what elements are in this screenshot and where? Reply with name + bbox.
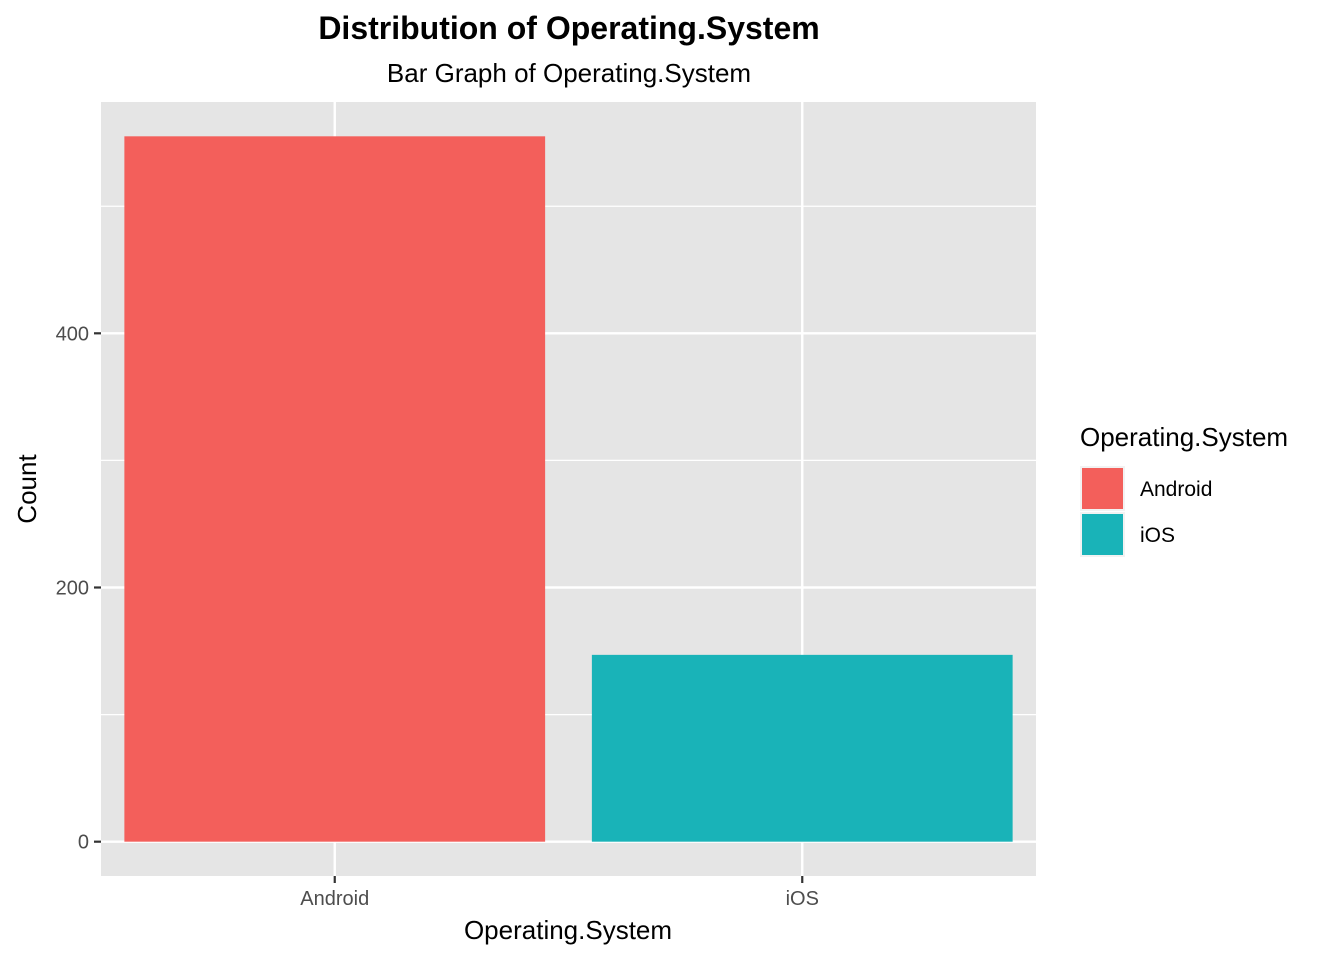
- y-axis: 0 200 400: [56, 323, 101, 854]
- x-tick-label: Android: [300, 888, 369, 910]
- legend-label-ios: iOS: [1140, 524, 1175, 547]
- y-axis-title: Count: [12, 454, 42, 524]
- bar-ios: [591, 654, 1013, 842]
- legend-swatch-ios: [1082, 514, 1123, 555]
- bars: [124, 136, 1013, 842]
- x-axis: Android iOS: [300, 876, 819, 910]
- chart-title: Distribution of Operating.System: [318, 10, 819, 46]
- legend-items: Android iOS: [1080, 466, 1212, 557]
- legend-label-android: Android: [1140, 478, 1212, 501]
- y-tick-label: 0: [78, 832, 89, 854]
- x-axis-title: Operating.System: [464, 915, 672, 945]
- x-tick-label: iOS: [786, 888, 819, 910]
- legend: Operating.System Android iOS: [1080, 422, 1288, 557]
- chart-subtitle: Bar Graph of Operating.System: [387, 58, 751, 88]
- legend-title: Operating.System: [1080, 422, 1288, 452]
- y-tick-label: 400: [56, 323, 89, 345]
- legend-swatch-android: [1082, 468, 1123, 509]
- bar-android: [124, 136, 546, 842]
- y-tick-label: 200: [56, 577, 89, 599]
